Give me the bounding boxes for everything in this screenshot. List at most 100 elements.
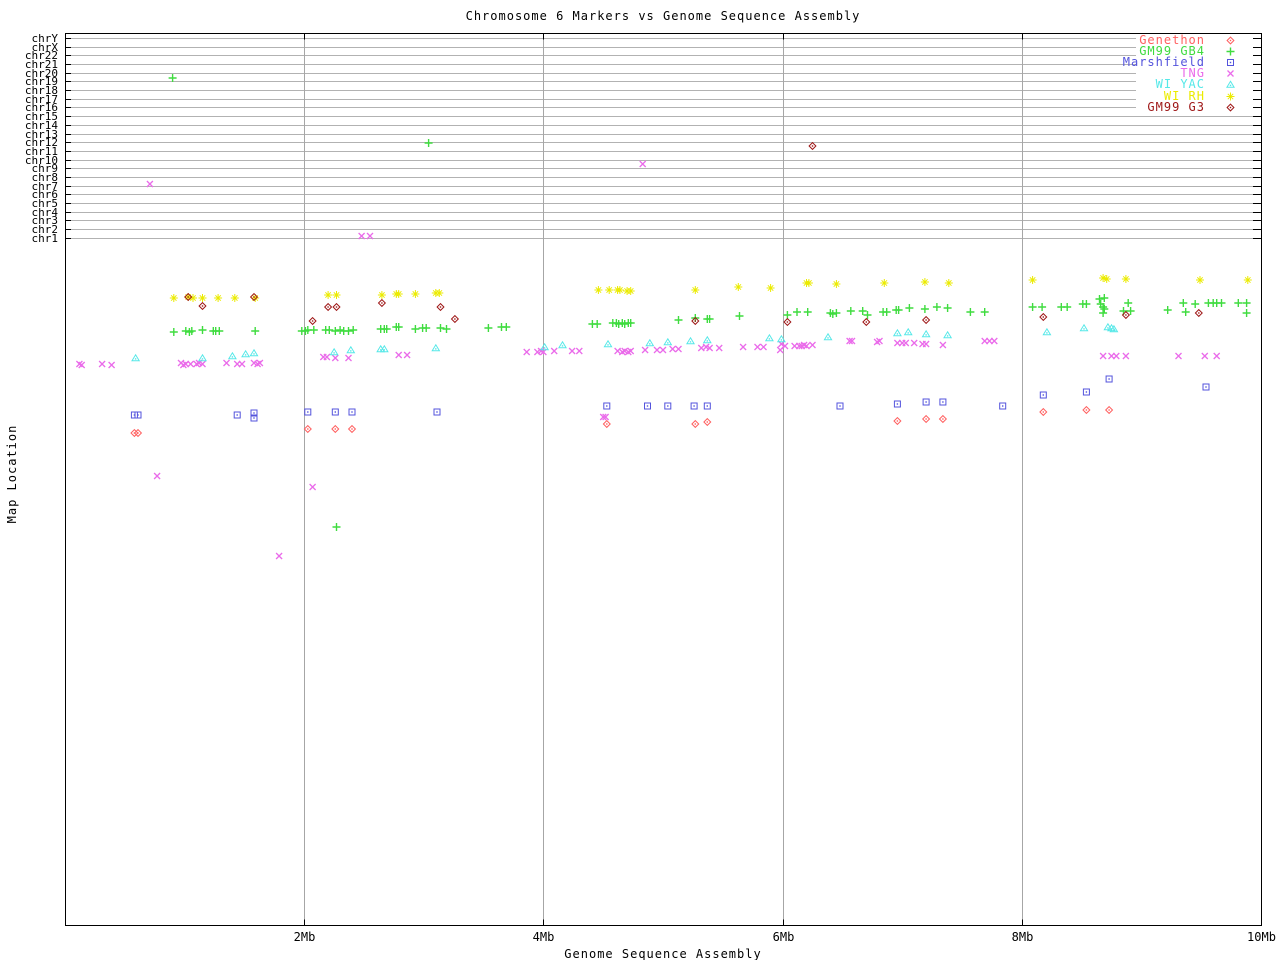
marker-wi-rh [944,278,954,288]
marker-tng [639,160,647,168]
marker-tng [550,347,558,355]
marker-wi-yac [249,349,259,357]
x-tick-label-10Mb: 10Mb [1247,930,1276,944]
marker-wi-yac [765,334,774,342]
marker-gm99-gb4 [1233,298,1244,308]
marker-wi-yac [1042,328,1051,336]
marker-genethon [1039,408,1048,416]
marker-tng [1213,352,1221,360]
marker-gm99-gb4 [501,322,511,332]
marker-genethon [1105,406,1113,414]
marker-gm99-gb4 [197,325,208,335]
legend-label: Genethon [1139,32,1205,47]
marker-gm99-g3 [332,303,341,311]
marker-wi-rh [831,279,841,289]
marker-wi-yac [241,350,250,358]
marker-tng [1122,352,1130,360]
marker-gm99-g3 [451,315,459,323]
marker-wi-rh [230,293,240,303]
marker-gm99-gb4 [673,315,684,325]
chrom-label-chr22: chr22 [24,48,58,62]
marker-wi-yac [904,328,913,336]
marker-gm99-g3 [378,299,386,307]
marker-gm99-gb4 [980,307,990,317]
chrom-label-chrY: chrY [31,31,59,45]
marker-tng [523,348,531,356]
marker-tng [107,361,116,369]
marker-wi-rh [766,283,776,293]
data-points [75,73,1253,560]
marker-tng [403,351,411,359]
marker-wi-yac [893,329,902,337]
marker-wi-rh [1102,274,1112,284]
marker-gm99-gb4 [1062,302,1072,312]
plot-border [65,33,1262,926]
y-axis-label: Map Location [5,424,19,524]
marker-gm99-gb4 [1027,302,1038,312]
marker-gm99-g3 [922,316,930,324]
marker-tng [1112,352,1120,360]
marker-tng [344,354,353,362]
chrom-label-chr3: chr3 [31,213,59,227]
marker-tng [939,341,947,349]
gridlines [65,33,1261,926]
marker-gm99-g3 [324,303,332,311]
marker-gm99-gb4 [1216,298,1227,308]
chrom-label-chr13: chr13 [24,127,58,141]
marker-wi-yac [198,354,207,362]
marker-tng [98,360,106,368]
marker-tng [759,343,768,351]
marker-tng [910,339,918,347]
marker-marshfield [233,411,241,419]
chart-title: Chromosome 6 Markers vs Genome Sequence … [465,9,861,23]
marker-wi-yac [823,333,833,341]
marker-tng [568,347,576,355]
legend-label: WI RH [1163,88,1205,103]
marker-gm99-gb4 [858,306,868,316]
marker-tng [990,337,998,345]
marker-wi-rh [410,289,420,299]
marker-wi-rh [626,286,636,296]
marker-gm99-gb4 [167,73,178,83]
marker-gm99-gb4 [904,303,915,313]
chrom-label-chrX: chrX [31,40,59,54]
legend-label: TNG [1180,66,1205,81]
marker-tng [1174,352,1183,360]
marker-gm99-gb4 [882,307,892,317]
marker-gm99-gb4 [846,306,856,316]
x-axis-label: Genome Sequence Assembly [564,947,762,960]
marker-tng [753,343,762,351]
legend-label: Marshfield [1122,55,1205,70]
chrom-label-chr20: chr20 [24,66,58,80]
marker-marshfield [1039,391,1047,399]
marker-wi-rh [879,278,889,288]
marker-gm99-gb4 [1190,299,1200,309]
marker-genethon [331,425,340,433]
marker-gm99-gb4 [1099,293,1110,303]
marker-wi-yac [228,352,237,360]
marker-wi-yac [431,344,440,352]
x-tick-label-8Mb: 8Mb [1011,930,1034,944]
series-marshfield [130,375,1210,422]
chrom-label-chr9: chr9 [31,161,59,175]
marker-genethon [893,417,902,425]
chrom-label-chr17: chr17 [24,92,58,106]
marker-wi-rh [920,277,930,287]
marker-wi-yac [1079,324,1089,332]
marker-marshfield [1082,388,1090,396]
marker-gm99-gb4 [435,323,446,333]
chrom-label-chr8: chr8 [31,170,59,184]
chrom-label-chr15: chr15 [24,109,58,123]
marker-gm99-gb4 [920,304,930,314]
marker-wi-yac [703,336,712,344]
marker-gm99-gb4 [335,325,345,335]
marker-genethon [303,425,312,433]
series-gm99-g3 [184,142,1203,326]
marker-tng [922,340,930,348]
marker-wi-yac [663,338,672,346]
chrom-label-chr14: chr14 [24,118,58,132]
marker-gm99-g3 [436,303,445,311]
marker-gm99-g3 [783,318,792,326]
marker-tng [308,483,317,491]
marker-marshfield [999,402,1007,410]
